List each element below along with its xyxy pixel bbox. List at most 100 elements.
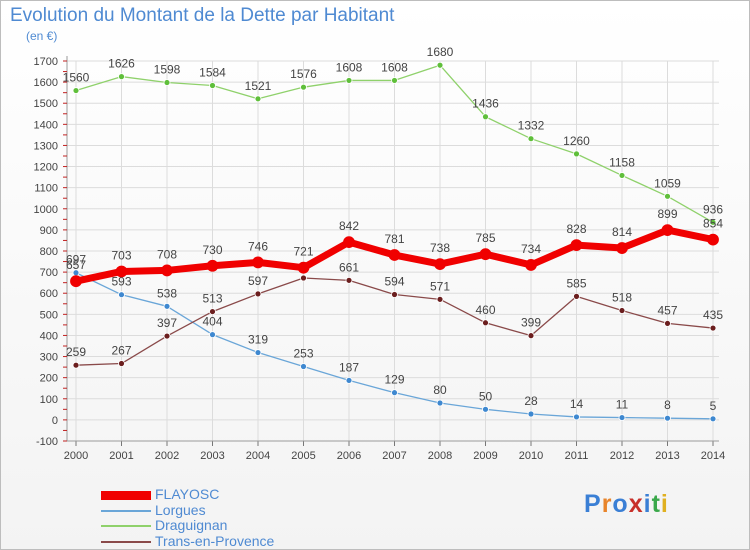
data-point-trans-en-provence [72, 361, 80, 369]
x-tick-label: 2013 [655, 450, 679, 462]
data-point-lorgues [527, 410, 535, 418]
y-tick-label: 900 [40, 225, 58, 237]
legend-swatch [101, 540, 151, 543]
data-point-trans-en-provence [618, 307, 626, 314]
data-label-trans-en-provence: 267 [111, 344, 131, 358]
logo-letter: P [584, 490, 602, 518]
data-label-flayosc: 781 [384, 232, 404, 246]
legend-swatch [101, 509, 151, 512]
data-point-flayosc [570, 239, 583, 251]
data-point-flayosc [70, 275, 82, 288]
data-label-flayosc: 657 [66, 258, 86, 272]
data-label-draguignan: 1436 [472, 97, 499, 111]
x-tick-label: 2003 [200, 450, 224, 462]
data-point-flayosc [479, 248, 492, 261]
logo-letter: i [660, 490, 669, 518]
logo-letter: x [628, 490, 644, 518]
data-point-flayosc [161, 264, 173, 277]
data-label-lorgues: 80 [433, 383, 447, 397]
y-tick-label: 800 [40, 246, 58, 258]
y-tick-label: 500 [40, 309, 58, 321]
data-label-trans-en-provence: 397 [157, 316, 177, 330]
x-tick-label: 2000 [64, 450, 88, 462]
data-point-lorgues [436, 399, 444, 407]
data-label-trans-en-provence: 518 [612, 291, 632, 305]
data-point-lorgues [209, 331, 216, 339]
y-tick-label: 600 [40, 288, 58, 300]
x-tick-label: 2005 [291, 450, 315, 462]
data-label-trans-en-provence: 594 [384, 274, 404, 288]
y-tick-label: 1000 [34, 204, 58, 216]
legend-label: Trans-en-Provence [155, 532, 275, 549]
proxiti-logo: Proxiti [584, 490, 669, 519]
data-point-lorgues [482, 405, 489, 413]
data-point-trans-en-provence [436, 295, 444, 303]
data-label-trans-en-provence: 585 [566, 276, 586, 290]
y-tick-label: 300 [40, 352, 58, 364]
x-tick-label: 2002 [155, 450, 179, 462]
x-tick-label: 2007 [382, 450, 406, 462]
data-point-trans-en-provence [300, 274, 307, 282]
legend-swatch [101, 525, 151, 527]
data-point-draguignan [300, 83, 307, 91]
data-point-flayosc [343, 236, 355, 249]
data-point-lorgues [254, 349, 262, 356]
chart-subtitle: (en €) [26, 29, 58, 43]
data-label-flayosc: 899 [657, 207, 677, 221]
data-label-flayosc: 703 [111, 248, 131, 262]
y-tick-label: 1300 [34, 140, 58, 152]
y-tick-label: 1200 [34, 162, 58, 174]
data-point-flayosc [297, 261, 310, 274]
data-label-trans-en-provence: 399 [521, 316, 541, 330]
data-point-flayosc [661, 224, 674, 237]
data-label-draguignan: 936 [703, 202, 723, 216]
data-label-lorgues: 253 [293, 346, 313, 360]
data-label-lorgues: 404 [202, 315, 222, 329]
y-tick-label: 1100 [34, 183, 58, 195]
data-point-trans-en-provence [709, 324, 717, 332]
chart-title: Evolution du Montant de la Dette par Hab… [10, 5, 395, 26]
data-label-lorgues: 319 [248, 333, 268, 347]
logo-letter: t [651, 490, 661, 518]
data-point-draguignan [573, 150, 580, 158]
x-tick-label: 2004 [246, 450, 270, 462]
data-point-draguignan [436, 61, 444, 69]
x-tick-label: 2006 [337, 450, 361, 462]
data-point-trans-en-provence [163, 332, 171, 340]
data-label-draguignan: 1332 [518, 119, 545, 133]
data-point-trans-en-provence [573, 292, 580, 300]
data-label-lorgues: 50 [479, 389, 493, 403]
y-tick-label: 1600 [34, 77, 58, 89]
data-point-draguignan [72, 87, 80, 94]
data-point-lorgues [573, 413, 580, 421]
data-point-trans-en-provence [391, 291, 398, 298]
data-point-lorgues [300, 363, 307, 370]
data-label-draguignan: 1521 [245, 79, 272, 93]
data-label-draguignan: 1598 [154, 63, 181, 77]
data-point-trans-en-provence [254, 290, 262, 298]
x-tick-label: 2009 [473, 450, 497, 462]
data-point-flayosc [388, 249, 401, 261]
data-label-trans-en-provence: 460 [475, 303, 495, 317]
data-point-lorgues [618, 414, 626, 421]
data-point-draguignan [254, 95, 262, 103]
data-label-lorgues: 28 [524, 394, 538, 408]
y-tick-label: 200 [40, 373, 58, 385]
data-point-draguignan [618, 172, 626, 179]
data-label-flayosc: 746 [248, 239, 268, 253]
data-point-trans-en-provence [664, 320, 671, 327]
y-tick-label: 1700 [34, 56, 58, 68]
data-label-lorgues: 5 [710, 399, 717, 413]
data-label-trans-en-provence: 259 [66, 345, 86, 359]
data-point-lorgues [664, 414, 671, 422]
data-point-flayosc [252, 256, 264, 269]
data-label-flayosc: 814 [612, 225, 632, 239]
data-label-lorgues: 129 [384, 373, 404, 387]
legend-label: FLAYOSC [155, 486, 220, 502]
data-label-flayosc: 721 [293, 245, 313, 259]
data-point-draguignan [391, 77, 398, 84]
x-tick-label: 2011 [565, 450, 589, 462]
x-tick-label: 2010 [519, 450, 543, 462]
x-tick-label: 2001 [109, 450, 133, 462]
